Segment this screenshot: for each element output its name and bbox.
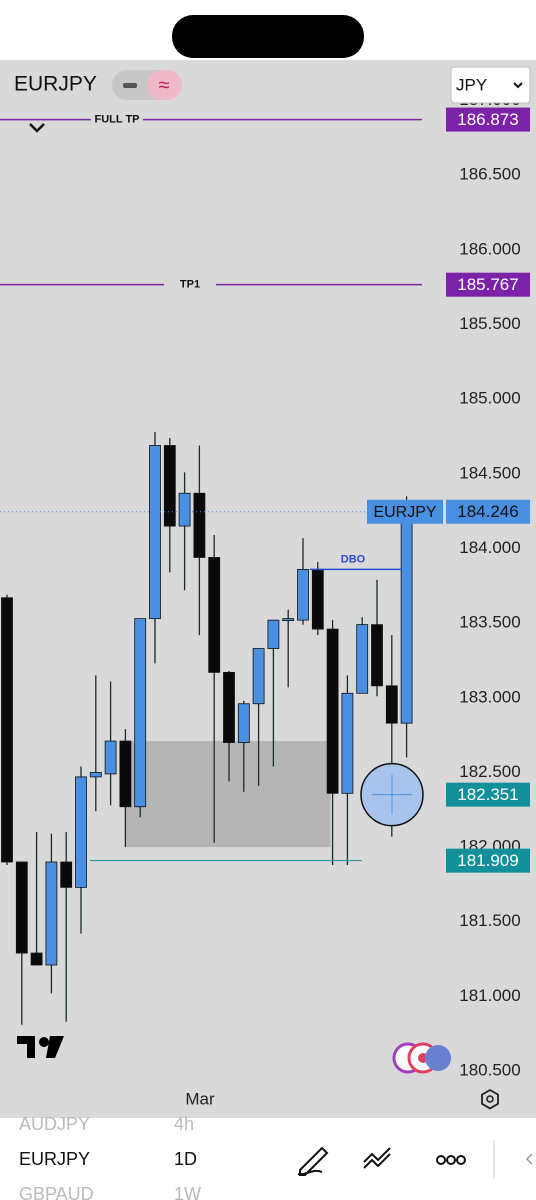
candle-body <box>149 445 161 620</box>
y-tick-label: 185.000 <box>459 389 520 408</box>
plot: 180.500181.000181.500182.000182.500183.0… <box>0 90 530 1108</box>
candle-body <box>385 685 398 724</box>
symbol-tag <box>367 499 443 524</box>
candle-body <box>134 618 147 808</box>
candle-body <box>75 776 87 888</box>
collapse[interactable] <box>29 123 45 133</box>
price-tag <box>446 848 530 873</box>
y-tick-label: 186.500 <box>459 165 520 184</box>
dbo-label: DBO <box>341 553 366 565</box>
symbol-tag-text: EURJPY <box>373 504 436 521</box>
candle-body <box>89 772 102 778</box>
icon <box>123 83 137 88</box>
candle-body <box>60 861 73 888</box>
back[interactable] <box>525 1153 533 1165</box>
candle-body <box>208 557 221 673</box>
y-tick-label: 185.500 <box>459 314 520 333</box>
level-gap <box>91 111 143 128</box>
candle-body <box>326 628 339 794</box>
level-name: FULL TP <box>94 113 139 125</box>
candle-body <box>282 618 295 622</box>
row-symbol: EURJPY <box>19 1149 90 1169</box>
camera-notch <box>172 15 364 58</box>
candle-body <box>178 492 191 527</box>
candle-body <box>15 861 28 954</box>
candle-body <box>311 568 324 630</box>
zone <box>125 741 331 848</box>
price-tag-text: 184.246 <box>457 502 518 521</box>
level-gap <box>164 276 216 293</box>
candle-body <box>104 740 117 775</box>
price-tag <box>446 782 530 807</box>
candle-body <box>45 861 58 966</box>
mode-toggle-on <box>147 70 182 100</box>
y-tick-label: 184.500 <box>459 463 520 482</box>
price-tag-text: 181.909 <box>457 851 518 870</box>
icon: ≈ <box>159 74 170 96</box>
price-tag <box>446 107 530 132</box>
symbol: EURJPY <box>14 73 97 96</box>
price-tag-text: 185.767 <box>457 275 518 294</box>
candle-body <box>371 624 383 687</box>
candle-body <box>341 692 354 794</box>
candle-body <box>267 619 280 649</box>
chart-bg <box>0 60 536 1118</box>
y-tick-label: 184.000 <box>459 538 520 557</box>
badges[interactable] <box>392 1042 451 1074</box>
settings[interactable] <box>481 1088 499 1110</box>
candle-body <box>163 445 176 527</box>
price-tag-text: 182.351 <box>457 785 518 804</box>
draw-tool[interactable] <box>297 1146 329 1176</box>
row-interval: 4h <box>174 1114 194 1134</box>
candle-body <box>223 671 235 743</box>
currency: JPY <box>456 75 487 94</box>
tv-logo <box>17 1036 64 1058</box>
y-tick-label: 183.500 <box>459 613 520 632</box>
y-tick-label: 183.000 <box>459 687 520 706</box>
price-tag <box>446 272 530 297</box>
row-interval: 1W <box>174 1184 201 1200</box>
level-name: TP1 <box>180 279 200 291</box>
candle-body <box>297 568 309 621</box>
candle-body <box>356 624 369 694</box>
candle-body <box>119 740 132 808</box>
y-tick-label: 180.500 <box>459 1060 520 1079</box>
y-tick-label: 182.500 <box>459 762 520 781</box>
row-symbol: GBPAUD <box>19 1184 94 1200</box>
x-axis-label: Mar <box>185 1089 215 1108</box>
y-tick-label: 186.000 <box>459 239 520 258</box>
chevron <box>513 82 523 89</box>
price-tag <box>446 499 530 524</box>
currency-select[interactable] <box>450 66 531 104</box>
candle-body <box>1 597 13 863</box>
candle-body <box>400 510 413 724</box>
candle-body <box>237 703 250 743</box>
candle-body <box>30 952 43 966</box>
rows: AUDJPY 4h EURJPY 1D GBPAUD 1W <box>19 1114 201 1200</box>
y-tick-label: 181.500 <box>459 911 520 930</box>
indicator-tool[interactable] <box>363 1147 391 1169</box>
y-tick-label: 181.000 <box>459 986 520 1005</box>
row-interval: 1D <box>174 1149 197 1169</box>
candle-body <box>252 648 265 705</box>
row-symbol: AUDJPY <box>19 1114 90 1134</box>
settings-dot <box>486 1095 494 1103</box>
more[interactable] <box>436 1155 466 1165</box>
price-tag-text: 186.873 <box>457 110 518 129</box>
candle-body <box>193 492 206 558</box>
